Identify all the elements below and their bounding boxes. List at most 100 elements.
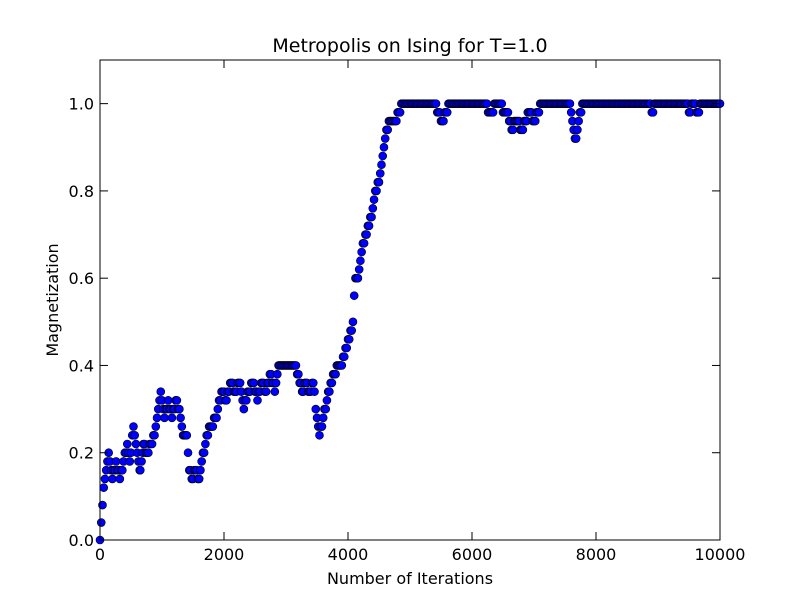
data-point (327, 378, 337, 388)
data-point (208, 422, 218, 431)
data-point (125, 457, 135, 466)
data-point (118, 465, 127, 475)
data-point (151, 422, 161, 431)
data-point (249, 378, 259, 388)
data-point (331, 369, 340, 379)
data-point (122, 439, 132, 449)
data-point (369, 195, 379, 204)
data-point (137, 457, 146, 466)
data-point (177, 422, 187, 431)
data-point (100, 474, 110, 484)
data-point (183, 448, 193, 458)
data-point (439, 116, 448, 126)
x-tick-label: 8000 (576, 545, 617, 564)
data-point (357, 247, 366, 257)
data-point (375, 169, 385, 178)
data-point (353, 273, 363, 283)
data-point (344, 334, 354, 344)
data-point (377, 160, 386, 170)
plot-frame (99, 59, 721, 541)
data-point (576, 108, 586, 117)
data-point (294, 369, 303, 379)
data-point (310, 387, 319, 396)
data-point (235, 378, 245, 388)
data-point (175, 404, 184, 414)
data-point (315, 430, 324, 440)
data-point (130, 430, 140, 440)
data-point (321, 404, 330, 414)
data-point (203, 430, 213, 440)
data-point (150, 430, 159, 440)
data-point (212, 413, 221, 423)
y-tick-label: 1.0 (69, 95, 94, 114)
data-point (694, 108, 704, 117)
data-point (261, 387, 271, 396)
data-point (222, 396, 231, 405)
data-point (573, 125, 582, 135)
data-point (182, 430, 192, 440)
data-point (565, 99, 575, 108)
data-point (367, 212, 376, 222)
y-tick-label: 0.2 (69, 444, 94, 463)
data-point (199, 448, 209, 458)
x-tick-label: 0 (95, 545, 105, 564)
data-point (488, 108, 498, 117)
data-point (362, 230, 371, 239)
data-point (518, 125, 528, 135)
data-point (271, 378, 281, 388)
data-point (383, 125, 392, 135)
data-point (242, 396, 251, 405)
data-point (571, 134, 581, 143)
data-point (347, 326, 357, 335)
data-point (163, 396, 173, 405)
data-point (160, 413, 169, 423)
data-point (136, 465, 145, 475)
data-point (176, 413, 185, 423)
data-point (322, 396, 332, 405)
data-point (317, 422, 327, 431)
data-point (503, 108, 513, 117)
data-point (368, 204, 378, 213)
data-point (354, 265, 364, 274)
data-point (308, 378, 318, 388)
data-point (530, 116, 540, 126)
y-tick-label: 0.8 (69, 182, 94, 201)
data-point (508, 125, 518, 135)
data-point (431, 99, 441, 108)
data-point (482, 99, 492, 108)
data-point (291, 361, 301, 370)
data-point (99, 483, 109, 492)
data-point (96, 518, 106, 527)
x-axis-label: Number of Iterations (327, 569, 493, 588)
data-point (144, 448, 153, 458)
data-points (95, 99, 725, 545)
data-point (356, 256, 365, 266)
data-point (442, 108, 452, 117)
data-point (115, 474, 125, 484)
data-point (395, 108, 405, 117)
data-point (108, 474, 117, 484)
data-point (111, 457, 121, 466)
data-point (318, 413, 328, 423)
x-tick-label: 2000 (204, 545, 245, 564)
data-point (378, 151, 388, 161)
data-point (194, 474, 204, 484)
data-point (197, 457, 206, 466)
data-point (497, 99, 507, 108)
y-tick-label: 0.4 (69, 356, 94, 375)
data-point (201, 439, 210, 449)
data-point (379, 142, 389, 152)
data-point (648, 108, 658, 117)
data-point (253, 396, 262, 405)
data-point (131, 439, 141, 449)
data-point (147, 439, 157, 449)
data-point (156, 387, 166, 396)
x-tick-label: 10000 (695, 545, 746, 564)
data-point (339, 352, 349, 362)
data-point (213, 404, 223, 414)
x-tick-label: 4000 (328, 545, 369, 564)
data-point (348, 317, 358, 327)
data-point (349, 291, 359, 300)
